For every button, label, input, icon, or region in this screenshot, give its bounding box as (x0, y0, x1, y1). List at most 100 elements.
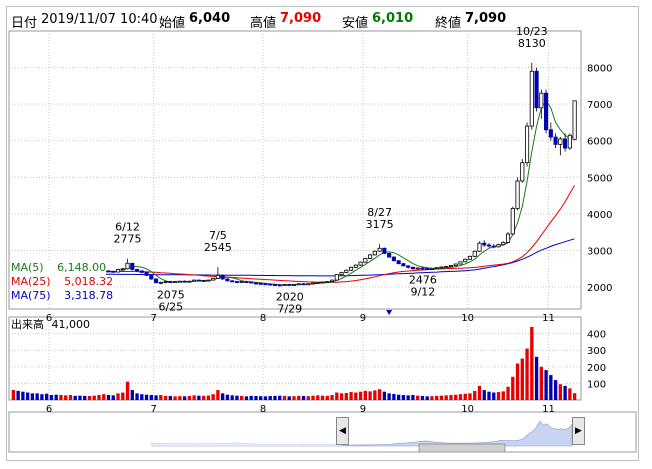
candle-body (496, 244, 501, 248)
volume-bar (263, 396, 268, 400)
volume-bar (377, 389, 382, 400)
candle (534, 67, 539, 112)
candle-body (168, 281, 173, 283)
candle-body (263, 283, 268, 286)
candle (187, 280, 192, 283)
candle (211, 277, 216, 281)
annotation-date: 7/29 (277, 302, 302, 315)
candle (173, 281, 178, 283)
y-tick-label-price: 5000 (587, 173, 612, 184)
candle-body (306, 283, 311, 286)
candle-body (173, 281, 178, 283)
x-tick-label-price: 7 (151, 313, 157, 324)
volume-bar (211, 394, 215, 400)
volume-bar (316, 395, 320, 400)
volume-bar (415, 395, 420, 400)
candle (182, 280, 187, 283)
candle-body (282, 284, 287, 286)
scroll-left-button[interactable]: ◀ (336, 417, 349, 445)
candle-body (344, 269, 349, 273)
candle-body (429, 267, 434, 270)
volume-bar (125, 381, 130, 400)
volume-bar (572, 393, 577, 400)
volume-bar (278, 395, 282, 400)
candle-body (482, 242, 487, 246)
candle-body (515, 180, 520, 209)
volume-bar (268, 396, 272, 400)
date-marker (386, 310, 393, 315)
volume-bar (225, 394, 230, 400)
ma75-line (13, 238, 575, 277)
volume-bar (506, 386, 510, 400)
candle (572, 100, 577, 141)
candle (268, 283, 273, 286)
candle-body (325, 281, 330, 283)
volume-bar (92, 395, 96, 400)
candle-body (505, 233, 511, 243)
candle-body (467, 255, 473, 260)
volume-legend: 出来高 41,000 (11, 316, 90, 332)
candle-body (258, 282, 263, 285)
candle (486, 243, 492, 248)
volume-bar (21, 391, 25, 400)
candle-body (301, 283, 306, 286)
candle (320, 281, 325, 284)
ma75-label: MA(75) (11, 289, 51, 302)
candle (315, 281, 320, 284)
candle (372, 250, 377, 256)
candle-body (329, 279, 335, 282)
volume-bar (539, 366, 543, 400)
close-value: 7,090 (465, 11, 507, 26)
ma25-legend: MA(25) 5,018.32 (11, 275, 114, 289)
y-tick-label-price: 4000 (587, 210, 612, 221)
candle-body (158, 281, 163, 284)
volume-bar (97, 395, 101, 400)
volume-bar (73, 395, 77, 400)
candle (477, 241, 482, 252)
candle (192, 279, 197, 282)
annotation-price: 2075 (157, 288, 185, 301)
candle-body (353, 264, 358, 268)
candle-body (249, 281, 254, 284)
volume-bar (30, 393, 35, 400)
candle-body (558, 138, 563, 145)
chart-window: 日付 2019/11/07 10:40 始値 6,040 高値 7,090 安値… (6, 6, 639, 461)
candle (134, 268, 140, 272)
candle-body (377, 247, 382, 252)
candle (225, 278, 230, 282)
candle-body (315, 281, 320, 284)
candle (230, 280, 235, 283)
volume-bar (477, 385, 482, 400)
volume-bar (83, 395, 87, 400)
candle-body (225, 278, 230, 282)
candle (287, 283, 292, 286)
candle (491, 243, 496, 249)
y-tick-label-price: 6000 (587, 137, 612, 148)
candle-body (534, 70, 539, 109)
candle-body (177, 280, 182, 283)
volume-bar (344, 393, 348, 400)
volume-bar (330, 395, 334, 400)
volume-bar (496, 392, 501, 400)
candle-body (529, 70, 534, 127)
annotation-date: 6/25 (158, 300, 183, 313)
y-tick-label-volume: 300 (587, 346, 606, 357)
x-tick-label-price: 6 (46, 313, 52, 324)
candle-body (310, 282, 316, 285)
candle (382, 247, 387, 255)
candle (387, 252, 392, 258)
candle (258, 282, 263, 285)
candle-body (567, 134, 572, 149)
candle (125, 258, 130, 270)
volume-bar (292, 396, 296, 400)
volume-bar (401, 395, 406, 400)
scroll-right-button[interactable]: ▶ (572, 417, 585, 445)
candle (301, 283, 306, 286)
volume-bar (140, 394, 144, 400)
candle (272, 283, 278, 286)
candle (253, 282, 259, 285)
candle-body (111, 270, 116, 273)
volume-bar (163, 395, 168, 400)
candle (425, 267, 430, 270)
volume-bar (249, 395, 253, 400)
